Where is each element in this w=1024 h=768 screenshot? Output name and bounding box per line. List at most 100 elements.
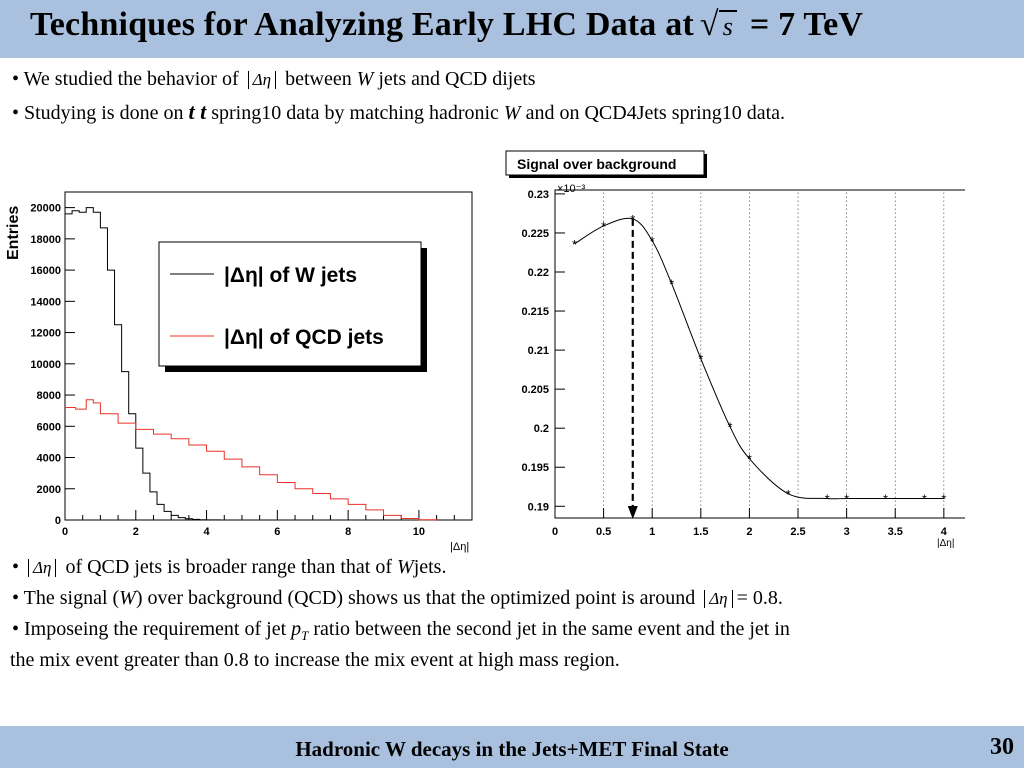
bullet-bottom-1: • Δη of QCD jets is broader range than t… [12,556,446,579]
y-tick-label: 8000 [37,390,61,402]
y-tick-minor [65,356,70,364]
y-tick-label: 4000 [37,453,61,465]
footer-bar [0,726,1024,768]
y-tick-label: 0.23 [528,189,549,201]
bullet-text: ratio between the second jet in the same… [313,618,790,640]
x-tick-label: 2 [133,526,139,538]
x-tick-label: 8 [345,526,351,538]
bullet-text: = 0.8. [736,587,783,609]
bullet-text: of QCD jets is broader range than that o… [65,556,393,578]
data-point-marker: * [650,234,655,249]
x-tick-label: 0 [62,526,68,538]
y-tick-minor [65,325,70,333]
exponent-label: ×10⁻³ [557,183,585,195]
series-w-jets [65,207,222,521]
x-tick-label: 0.5 [596,526,611,538]
bullet-text: jets. [413,556,447,578]
plot-frame [554,189,965,519]
y-tick-label: 6000 [37,421,61,433]
data-point-marker: * [601,219,606,234]
delta-eta-math: Δη [704,590,733,608]
x-tick-label: 3.5 [888,526,903,538]
title-box [505,150,705,176]
sqrt-s: s [718,10,738,42]
data-point-marker: * [572,237,577,252]
eta-distribution-chart: 0 2000 4000 6000 8000 10000 12000 14000 16000 180… [5,191,473,553]
x-tick-label: 1 [649,526,655,538]
bullet-top-2: • Studying is done on t t spring10 data … [12,99,785,125]
title-energy: = 7 TeV [749,6,864,43]
y-tick-label: 18000 [30,234,61,246]
sb-curve [574,217,944,500]
footer-text: Hadronic W decays in the Jets+MET Final … [295,737,729,761]
data-point-marker: * [727,420,732,435]
y-tick-minor [65,418,70,426]
data-point-marker: * [786,487,791,502]
ttbar-symbol: t t [188,99,207,124]
y-tick-label: 0.21 [528,345,549,357]
w-symbol: W [397,556,414,578]
y-tick-minor [65,450,70,458]
y-tick-label: 0.2 [534,423,549,435]
y-tick-minor [65,231,70,239]
chart-title: Signal over background [517,156,676,172]
bullet-text: ) over background (QCD) shows us that th… [135,587,696,609]
pt-symbol: pT [291,618,309,643]
pt-p: p [291,618,302,640]
y-tick-label: 0.205 [521,384,549,396]
arrow-head-icon [627,506,638,519]
slide-title: Techniques for Analyzing Early LHC Data … [30,6,863,44]
chart-legend: |Δη| of W jets |Δη| of QCD jets [158,241,427,372]
delta-eta-math: Δη [28,559,57,577]
legend-label-w: |Δη| of W jets [224,264,357,287]
bullet-text: • Imposeing the requirement of jet [12,618,287,640]
data-point-marker: * [922,491,927,506]
bullet-text: • Studying is done on [12,102,184,124]
y-tick-label: 2000 [37,484,61,496]
delta-eta-math: Δη [247,71,277,89]
y-tick-label: 20000 [30,203,61,215]
w-symbol: W [356,68,374,90]
y-tick-label: 0.19 [528,501,549,513]
bullet-text: • [12,556,20,578]
signal-over-background-chart: Signal over background ×10⁻³ 0.19 0.195 0.… [505,150,965,549]
bullet-bottom-3: • Imposeing the requirement of jet pT ra… [12,618,790,644]
x-tick-label: 1.5 [693,526,708,538]
bullet-text: • We studied the behavior of [12,68,239,90]
y-tick-minor [65,481,70,489]
y-tick-label: 0 [55,515,61,527]
bullet-bottom-3-cont: the mix event greater than 0.8 to increa… [10,649,620,672]
x-tick-label: 6 [274,526,280,538]
data-point-marker: * [941,491,946,506]
data-point-marker: * [669,277,674,292]
y-tick-label: 14000 [30,296,61,308]
y-tick-label: 16000 [30,265,61,277]
x-tick-label: 0 [552,526,558,538]
x-axis-label: |Δη| [450,541,469,553]
y-tick-label: 0.215 [521,306,549,318]
data-point-marker: * [747,452,752,467]
x-tick-label: 3 [844,526,850,538]
bullet-top-1: • We studied the behavior of Δη between … [12,68,536,91]
y-tick-label: 0.22 [528,267,549,279]
y-tick-label: 0.195 [521,462,549,474]
y-tick-minor [65,200,70,208]
data-point-marker: * [883,491,888,506]
data-point-marker: * [698,352,703,367]
data-point-marker: * [844,491,849,506]
pt-sub: T [301,628,309,643]
x-tick-label: 10 [413,526,425,538]
legend-box [158,241,422,367]
bullet-bottom-2: • The signal (W) over background (QCD) s… [12,587,783,610]
legend-label-qcd: |Δη| of QCD jets [224,326,384,349]
bullet-text: jets and QCD dijets [378,68,536,90]
y-axis-label: Entries [5,206,22,260]
page-number: 30 [990,734,1014,760]
y-tick-minor [65,387,70,395]
y-tick-label: 10000 [30,359,61,371]
w-symbol: W [503,102,521,124]
x-tick-label: 2 [746,526,752,538]
title-text: Techniques for Analyzing Early LHC Data … [30,6,694,43]
y-tick-minor [65,262,70,270]
y-tick-label: 0.225 [521,228,549,240]
